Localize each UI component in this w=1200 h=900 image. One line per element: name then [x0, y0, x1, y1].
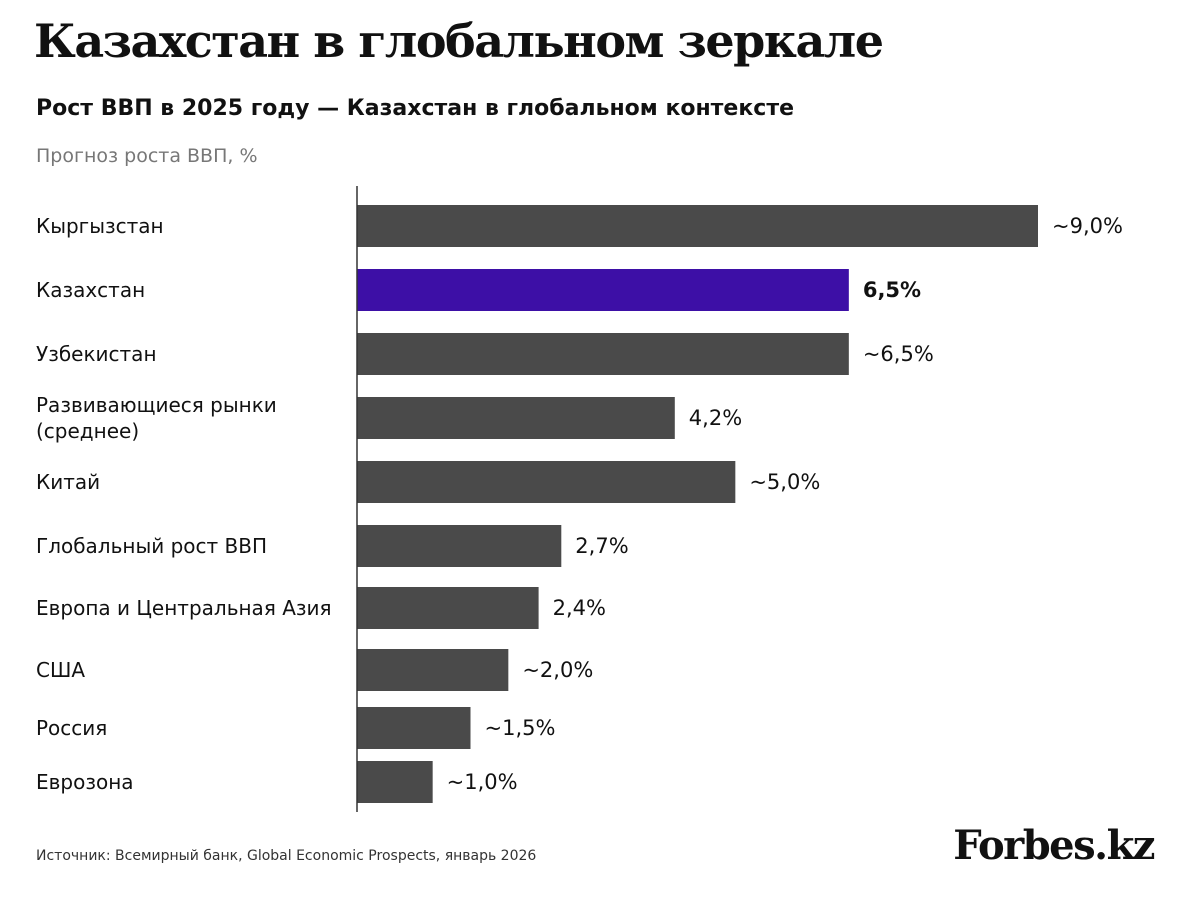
bar [357, 525, 562, 567]
category-label: Китай [36, 470, 100, 494]
forbes-logo: Forbes.kz [953, 822, 1155, 869]
category-label: Развивающиеся рынки [36, 393, 277, 417]
value-label: 2,4% [553, 596, 606, 620]
value-label: ~1,5% [485, 716, 556, 740]
value-label: ~5,0% [749, 470, 820, 494]
value-label: ~6,5% [863, 342, 934, 366]
value-label: 4,2% [689, 406, 742, 430]
value-label: ~2,0% [522, 658, 593, 682]
category-label: Европа и Центральная Азия [36, 596, 332, 620]
unit-label: Прогноз роста ВВП, % [36, 145, 258, 167]
value-label: ~9,0% [1052, 214, 1123, 238]
bar [357, 397, 675, 439]
category-label: США [36, 658, 85, 682]
bar [357, 761, 433, 803]
category-label: Кыргызстан [36, 214, 164, 238]
bar [357, 707, 471, 749]
bar [357, 269, 849, 311]
chart-subtitle: Рост ВВП в 2025 году — Казахстан в глоба… [36, 96, 795, 121]
bar [357, 587, 539, 629]
bar [357, 333, 849, 375]
value-label: ~1,0% [447, 770, 518, 794]
category-label: Казахстан [36, 278, 145, 302]
category-label: (среднее) [36, 419, 139, 443]
bar [357, 461, 736, 503]
bar [357, 205, 1038, 247]
bar [357, 649, 509, 691]
source-note: Источник: Всемирный банк, Global Economi… [36, 848, 537, 864]
value-label: 2,7% [575, 534, 628, 558]
category-label: Глобальный рост ВВП [36, 534, 267, 558]
value-label: 6,5% [863, 278, 921, 302]
category-label: Узбекистан [36, 342, 157, 366]
page-title: Казахстан в глобальном зеркале [34, 14, 884, 68]
category-label: Еврозона [36, 770, 134, 794]
category-label: Россия [36, 716, 107, 740]
